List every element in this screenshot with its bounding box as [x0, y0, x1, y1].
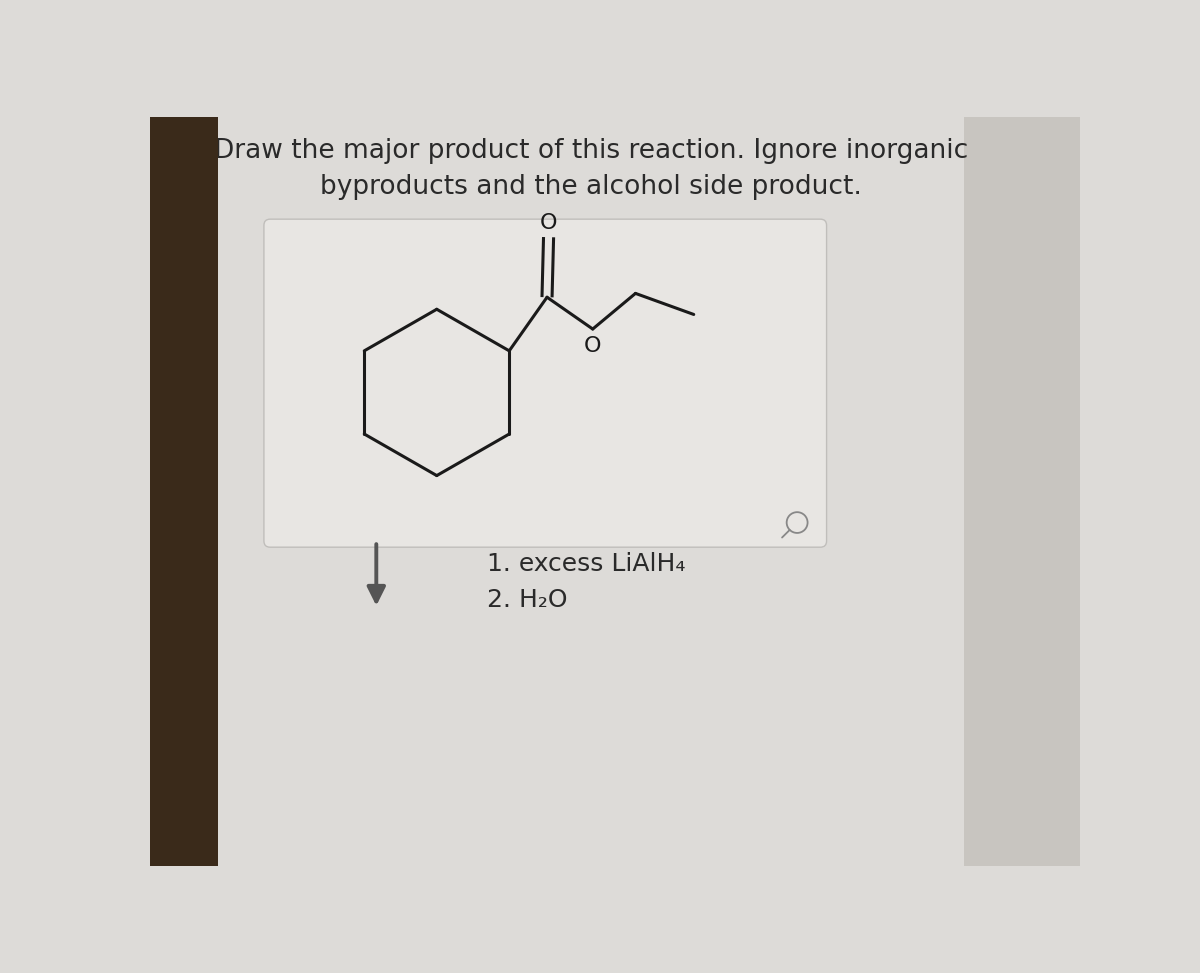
- FancyBboxPatch shape: [264, 219, 827, 547]
- Bar: [964, 117, 1080, 866]
- Text: byproducts and the alcohol side product.: byproducts and the alcohol side product.: [320, 174, 862, 199]
- Text: 2. H₂O: 2. H₂O: [487, 588, 568, 612]
- Text: Draw the major product of this reaction. Ignore inorganic: Draw the major product of this reaction.…: [214, 138, 968, 164]
- Text: O: O: [540, 213, 557, 234]
- Text: O: O: [584, 336, 601, 356]
- Text: 1. excess LiAlH₄: 1. excess LiAlH₄: [487, 552, 685, 576]
- Bar: [150, 117, 218, 866]
